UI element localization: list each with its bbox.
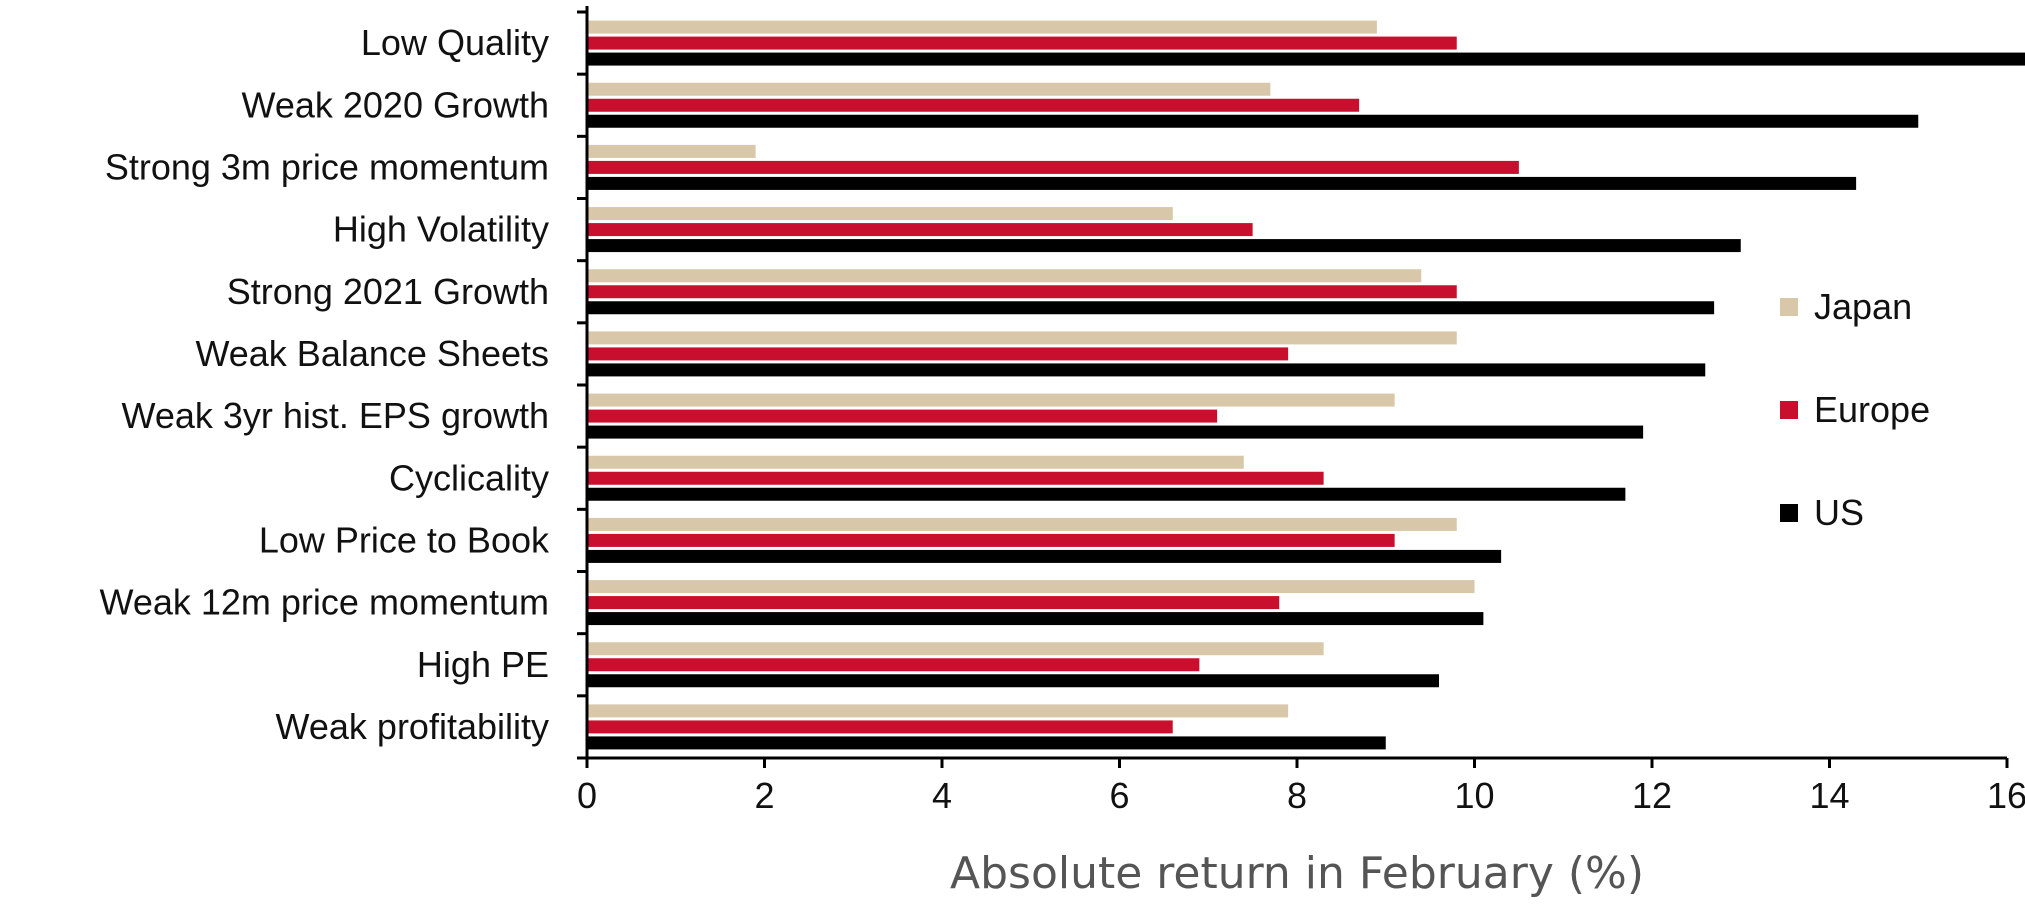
x-tick-label: 0 (577, 775, 597, 816)
category-label: Strong 3m price momentum (105, 146, 549, 187)
bars-layer (587, 21, 2025, 750)
bar-us-4 (587, 239, 1741, 252)
bar-japan-10 (587, 580, 1475, 593)
bar-europe-7 (587, 410, 1217, 423)
bar-us-8 (587, 488, 1625, 501)
category-label: Low Price to Book (259, 519, 550, 560)
category-label: Low Quality (361, 22, 549, 63)
bar-japan-4 (587, 207, 1173, 220)
x-axis-title: Absolute return in February (%) (950, 848, 1644, 899)
legend: Japan Europe US (1780, 286, 1930, 533)
bar-us-2 (587, 115, 1918, 128)
bar-us-12 (587, 736, 1386, 749)
bar-us-11 (587, 674, 1439, 687)
legend-swatch-japan (1780, 298, 1798, 316)
category-label: Weak 2020 Growth (242, 84, 550, 125)
category-label: Weak Balance Sheets (195, 333, 549, 374)
x-tick-label: 12 (1632, 775, 1672, 816)
bar-europe-8 (587, 472, 1324, 485)
legend-swatch-us (1780, 504, 1798, 522)
bar-us-1 (587, 53, 2025, 66)
bar-japan-11 (587, 642, 1324, 655)
bar-europe-1 (587, 37, 1457, 50)
bar-us-10 (587, 612, 1483, 625)
x-tick-label: 6 (1109, 775, 1129, 816)
category-label: Strong 2021 Growth (227, 271, 549, 312)
x-tick-label: 14 (1809, 775, 1849, 816)
category-label: High PE (417, 644, 549, 685)
bar-japan-12 (587, 704, 1288, 717)
x-tick-label: 2 (754, 775, 774, 816)
x-tick-label: 4 (932, 775, 952, 816)
bar-us-9 (587, 550, 1501, 563)
bar-japan-3 (587, 145, 756, 158)
bar-europe-12 (587, 720, 1173, 733)
category-label: High Volatility (333, 209, 549, 250)
x-tick-label: 8 (1287, 775, 1307, 816)
x-tick-label: 16 (1987, 775, 2025, 816)
bar-us-6 (587, 363, 1705, 376)
bar-japan-7 (587, 394, 1395, 407)
bar-europe-2 (587, 99, 1359, 112)
bar-japan-5 (587, 269, 1421, 282)
legend-swatch-europe (1780, 401, 1798, 419)
bar-japan-2 (587, 83, 1270, 96)
category-label: Cyclicality (389, 457, 549, 498)
bar-us-7 (587, 426, 1643, 439)
bar-europe-6 (587, 347, 1288, 360)
bar-japan-6 (587, 331, 1457, 344)
bar-europe-3 (587, 161, 1519, 174)
legend-label-japan: Japan (1814, 286, 1912, 327)
category-label: Weak 3yr hist. EPS growth (122, 395, 550, 436)
category-label: Weak profitability (276, 706, 549, 747)
legend-label-us: US (1814, 492, 1864, 533)
bar-europe-4 (587, 223, 1253, 236)
bar-us-3 (587, 177, 1856, 190)
bar-japan-9 (587, 518, 1457, 531)
bar-europe-5 (587, 285, 1457, 298)
bar-us-5 (587, 301, 1714, 314)
bar-europe-11 (587, 658, 1199, 671)
x-tick-label: 10 (1454, 775, 1494, 816)
bar-europe-9 (587, 534, 1395, 547)
legend-label-europe: Europe (1814, 389, 1930, 430)
bar-japan-8 (587, 456, 1244, 469)
category-label: Weak 12m price momentum (100, 582, 550, 623)
bar-japan-1 (587, 21, 1377, 34)
bar-europe-10 (587, 596, 1279, 609)
